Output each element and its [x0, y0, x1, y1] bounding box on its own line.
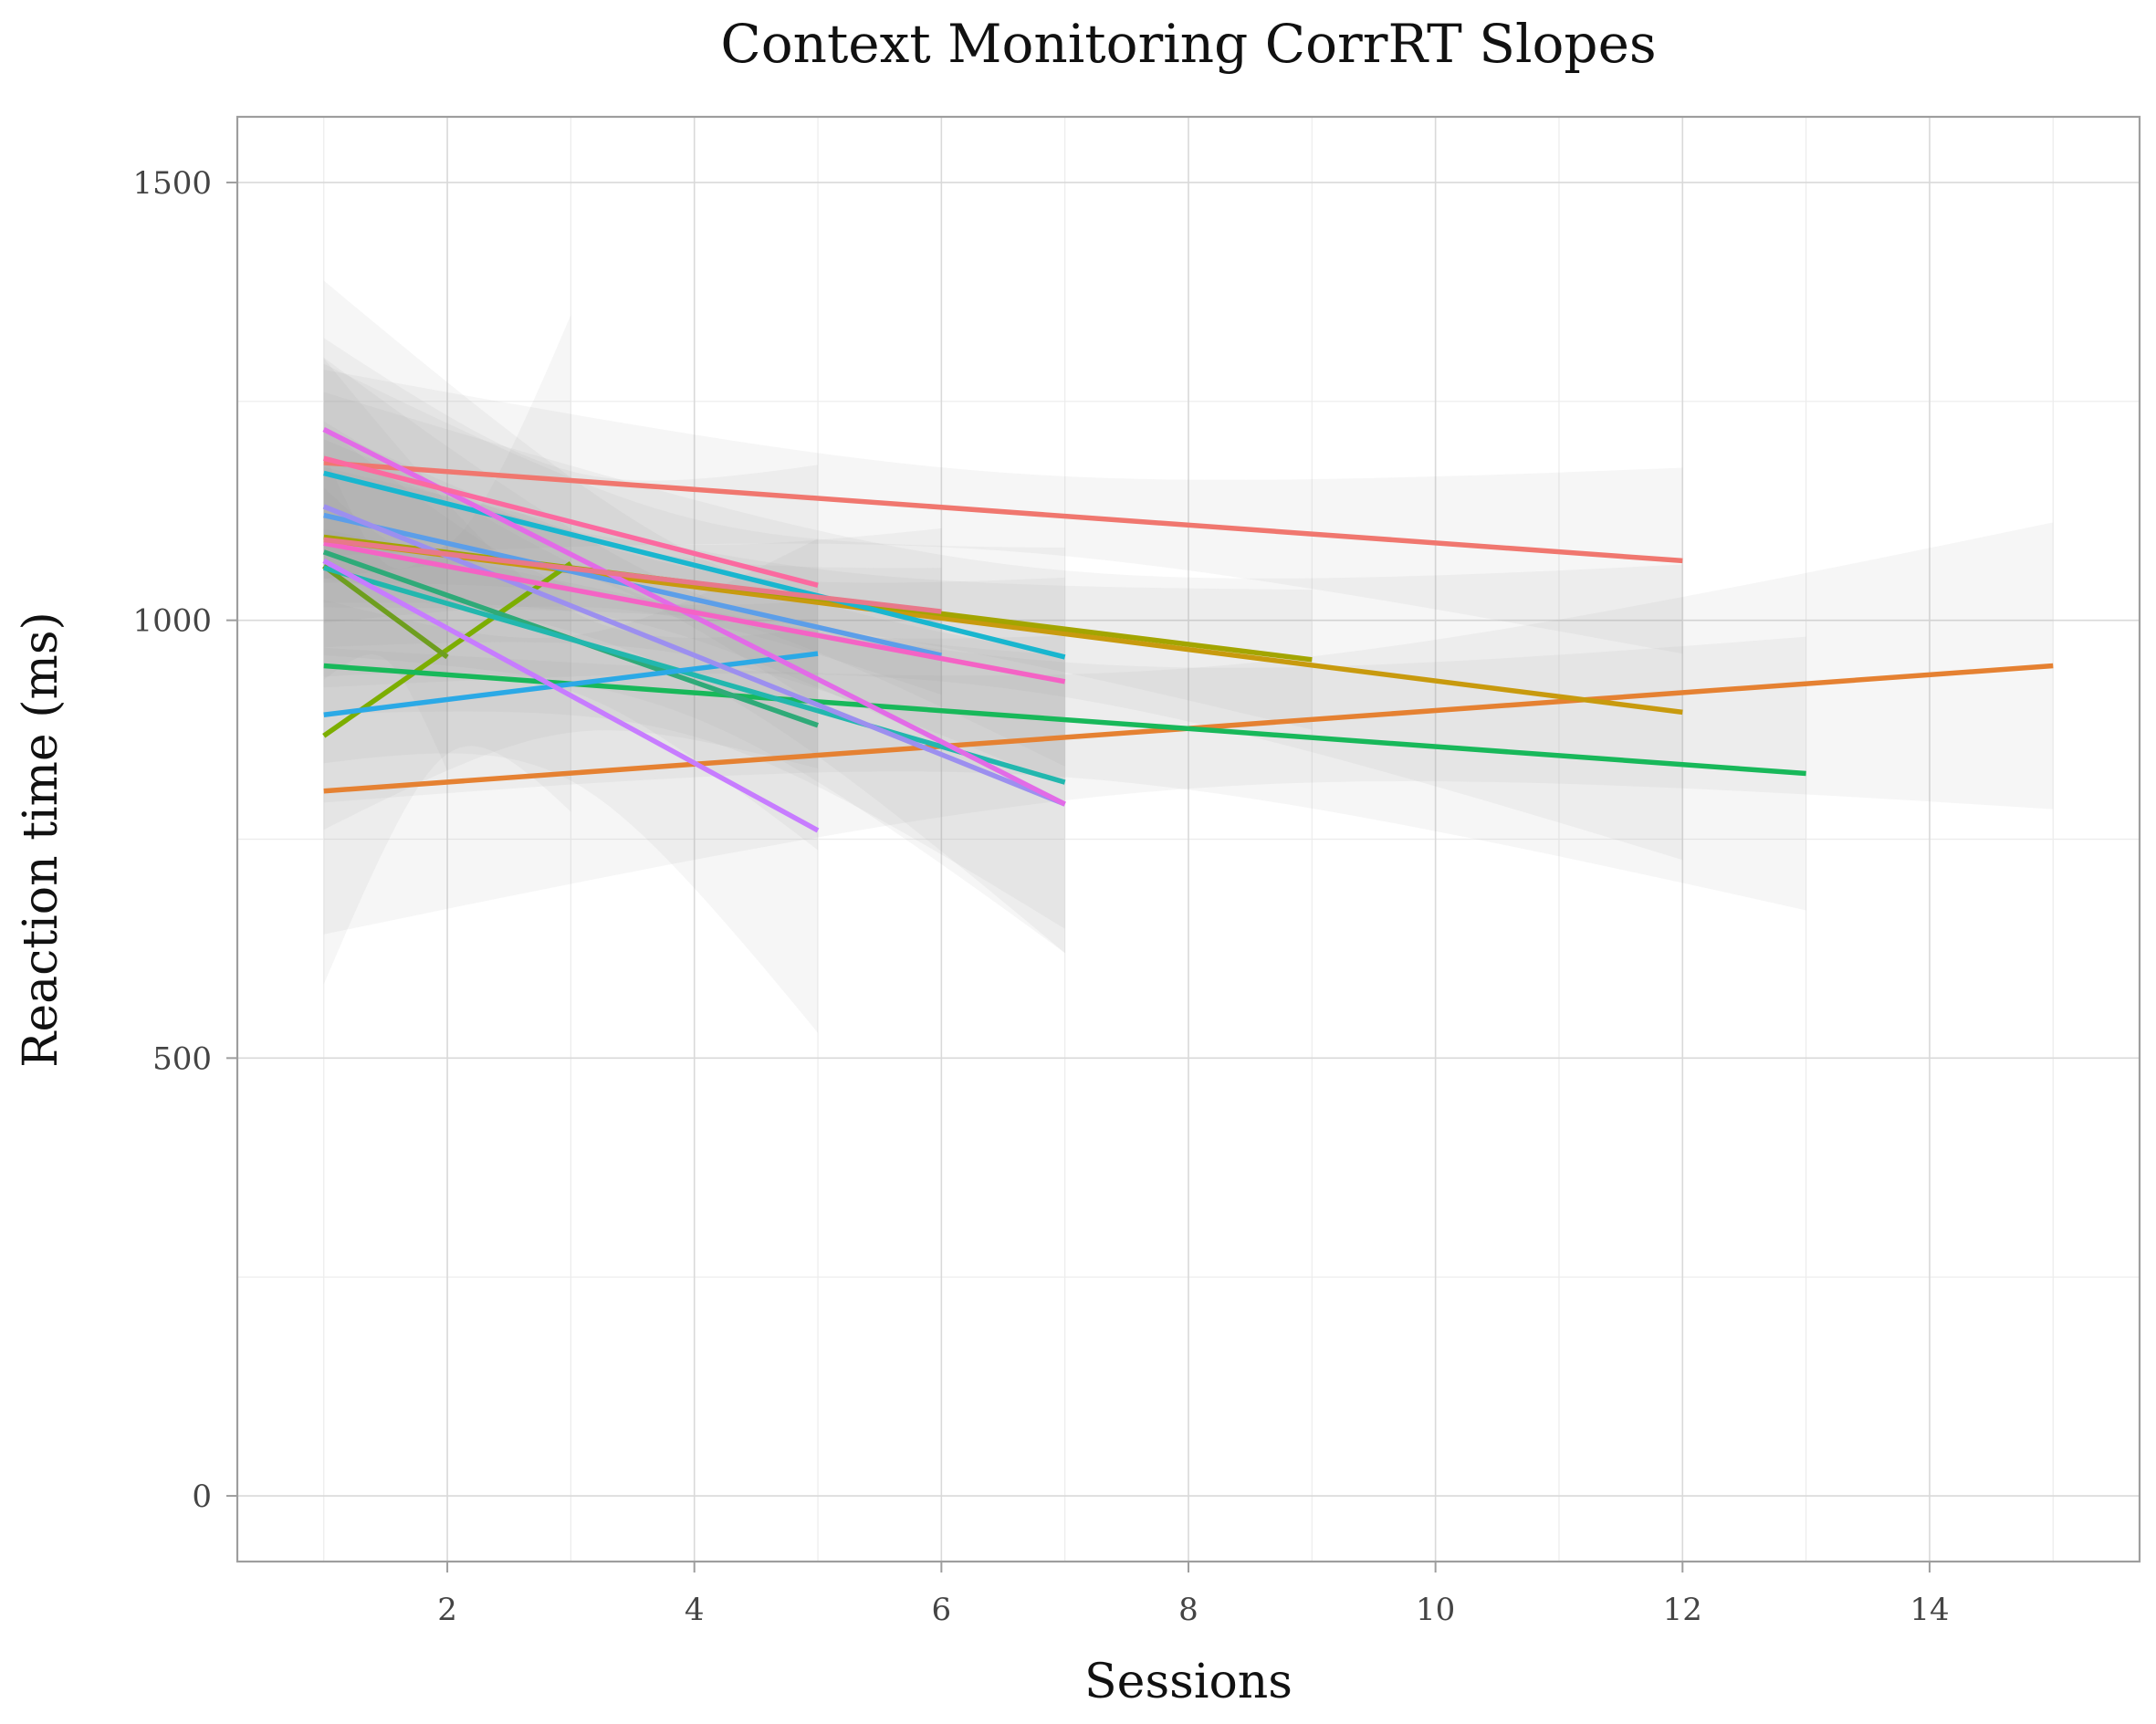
series-line-6: [322, 563, 449, 660]
series-line-14: [322, 558, 820, 833]
series-line-10: [323, 470, 1066, 660]
series-line-5: [322, 561, 572, 738]
y-tick-label: 1000: [132, 603, 212, 640]
y-axis-label: Reaction time (ms): [14, 611, 68, 1068]
chart-title: Context Monitoring CorrRT Slopes: [720, 13, 1656, 75]
y-tick-label: 1500: [132, 165, 212, 202]
x-axis-ticks: 2 4 6 8 10 12 14: [437, 1562, 1950, 1628]
series-line-9: [322, 565, 1066, 785]
x-tick-label: 4: [685, 1592, 705, 1628]
x-tick-label: 6: [932, 1592, 952, 1628]
x-tick-label: 14: [1910, 1592, 1949, 1628]
x-tick-label: 8: [1178, 1592, 1198, 1628]
series-line-17: [323, 455, 819, 588]
series-line-18: [323, 537, 942, 614]
grid: [237, 117, 2140, 1562]
series-line-16: [323, 540, 1066, 684]
series-lines: [322, 427, 2054, 833]
x-tick-label: 12: [1663, 1592, 1702, 1628]
series-line-1: [323, 460, 1683, 564]
y-axis-ticks: 0 500 1000 1500: [132, 165, 237, 1515]
x-tick-label: 10: [1416, 1592, 1455, 1628]
x-axis-label: Sessions: [1084, 1655, 1293, 1709]
y-tick-label: 500: [152, 1040, 212, 1077]
x-tick-label: 2: [437, 1592, 457, 1628]
y-tick-label: 0: [192, 1478, 212, 1515]
series-line-11: [323, 651, 819, 717]
